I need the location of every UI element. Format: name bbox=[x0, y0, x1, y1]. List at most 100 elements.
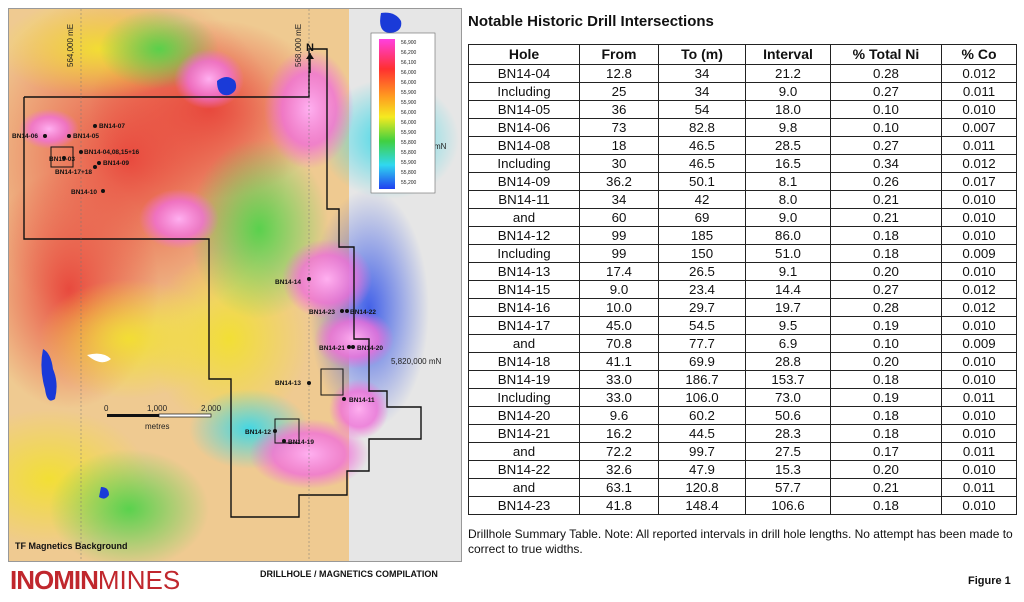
table-cell: 0.27 bbox=[830, 82, 942, 101]
table-cell: BN14-18 bbox=[468, 352, 580, 371]
legend-value: 56,900 bbox=[401, 40, 417, 46]
table-cell: BN14-05 bbox=[468, 100, 580, 119]
table-cell: 148.4 bbox=[658, 496, 746, 515]
table-cell: 28.8 bbox=[745, 352, 831, 371]
table-cell: 106.6 bbox=[745, 496, 831, 515]
table-caption: Drillhole Summary Table. Note: All repor… bbox=[468, 527, 1013, 556]
table-cell: 8.0 bbox=[745, 190, 831, 209]
table-cell: 0.017 bbox=[941, 172, 1017, 191]
table-cell: Including bbox=[468, 154, 580, 173]
table-cell: 0.010 bbox=[941, 496, 1017, 515]
table-row: BN14-08 18 46.5 28.5 0.27 0.011 bbox=[468, 136, 1017, 155]
table-cell: 26.5 bbox=[658, 262, 746, 281]
table-cell: 0.010 bbox=[941, 370, 1017, 389]
table-cell: 82.8 bbox=[658, 118, 746, 137]
table-cell: 50.6 bbox=[745, 406, 831, 425]
magnetic-anomalies bbox=[9, 9, 459, 561]
scale-unit: metres bbox=[145, 422, 169, 431]
legend-value: 55,900 bbox=[401, 90, 417, 96]
drill-hole-label: BN14-14 bbox=[275, 279, 301, 286]
drill-hole-label: BN14-07 bbox=[99, 123, 125, 130]
table-cell: 0.009 bbox=[941, 244, 1017, 263]
table-cell: 25 bbox=[579, 82, 659, 101]
table-cell: 8.1 bbox=[745, 172, 831, 191]
table-cell: 0.010 bbox=[941, 424, 1017, 443]
legend-value: 56,000 bbox=[401, 70, 417, 76]
north-arrow-icon: N bbox=[306, 42, 314, 73]
table-cell: 0.19 bbox=[830, 388, 942, 407]
table-cell: Including bbox=[468, 388, 580, 407]
property-boundary bbox=[23, 48, 422, 518]
column-header: Interval bbox=[745, 44, 831, 65]
table-cell: 0.010 bbox=[941, 352, 1017, 371]
table-row: BN14-04 12.8 34 21.2 0.28 0.012 bbox=[468, 64, 1017, 83]
table-cell: 99.7 bbox=[658, 442, 746, 461]
table-cell: BN14-12 bbox=[468, 226, 580, 245]
table-cell: and bbox=[468, 208, 580, 227]
column-header: Hole bbox=[468, 44, 580, 65]
table-row: BN14-06 73 82.8 9.8 0.10 0.007 bbox=[468, 118, 1017, 137]
magnetics-map: 564,000 mE 568,000 mE 5,820,000 mN mN N … bbox=[8, 8, 462, 562]
table-cell: 9.6 bbox=[579, 406, 659, 425]
table-cell: 0.18 bbox=[830, 496, 942, 515]
table-cell: 106.0 bbox=[658, 388, 746, 407]
table-row: BN14-16 10.0 29.7 19.7 0.28 0.012 bbox=[468, 298, 1017, 317]
drill-hole-label: BN14-05 bbox=[73, 133, 99, 140]
table-row: BN14-11 34 42 8.0 0.21 0.010 bbox=[468, 190, 1017, 209]
company-logo: INOMINMINES bbox=[10, 565, 180, 595]
table-cell: 0.010 bbox=[941, 406, 1017, 425]
logo-sub-text: MINES bbox=[97, 565, 181, 595]
scale-tick-0: 0 bbox=[104, 404, 109, 413]
drill-hole-label: BN14-20 bbox=[357, 345, 383, 352]
table-cell: 0.18 bbox=[830, 424, 942, 443]
water-bodies bbox=[41, 12, 402, 499]
table-cell: 41.1 bbox=[579, 352, 659, 371]
compilation-label: DRILLHOLE / MAGNETICS COMPILATION bbox=[260, 569, 438, 579]
legend-value: 56,000 bbox=[401, 80, 417, 86]
table-row: BN14-18 41.1 69.9 28.8 0.20 0.010 bbox=[468, 352, 1017, 371]
figure-label: Figure 1 bbox=[968, 575, 1011, 587]
table-row: BN14-09 36.2 50.1 8.1 0.26 0.017 bbox=[468, 172, 1017, 191]
drill-hole-label: BN14-19 bbox=[288, 439, 314, 446]
table-row: BN14-12 99 185 86.0 0.18 0.010 bbox=[468, 226, 1017, 245]
table-cell: 33.0 bbox=[579, 370, 659, 389]
drill-hole-label: BN14-10 bbox=[71, 189, 97, 196]
table-cell: 44.5 bbox=[658, 424, 746, 443]
table-cell: 63.1 bbox=[579, 478, 659, 497]
table-cell: 0.012 bbox=[941, 280, 1017, 299]
table-cell: BN14-06 bbox=[468, 118, 580, 137]
table-row: Including 33.0 106.0 73.0 0.19 0.011 bbox=[468, 388, 1017, 407]
table-cell: 32.6 bbox=[579, 460, 659, 479]
table-cell: 6.9 bbox=[745, 334, 831, 353]
table-cell: 47.9 bbox=[658, 460, 746, 479]
drill-hole-label: BN14-06 bbox=[12, 133, 38, 140]
table-cell: 185 bbox=[658, 226, 746, 245]
table-cell: 18.0 bbox=[745, 100, 831, 119]
drill-hole-label: BN14-23 bbox=[309, 309, 335, 316]
table-cell: 0.18 bbox=[830, 370, 942, 389]
table-cell: 0.21 bbox=[830, 208, 942, 227]
table-cell: 0.18 bbox=[830, 226, 942, 245]
drill-hole-label: BN14-17+18 bbox=[55, 169, 92, 176]
legend-value: 55,800 bbox=[401, 140, 417, 146]
table-cell: 17.4 bbox=[579, 262, 659, 281]
table-cell: 33.0 bbox=[579, 388, 659, 407]
table-cell: BN14-23 bbox=[468, 496, 580, 515]
north-label: N bbox=[306, 42, 314, 54]
table-cell: 0.009 bbox=[941, 334, 1017, 353]
table-cell: BN14-20 bbox=[468, 406, 580, 425]
drill-intersections-table: Hole From To (m) Interval % Total Ni % C… bbox=[468, 44, 1017, 515]
table-cell: 0.18 bbox=[830, 244, 942, 263]
table-cell: 69.9 bbox=[658, 352, 746, 371]
table-cell: 120.8 bbox=[658, 478, 746, 497]
table-row: BN14-17 45.0 54.5 9.5 0.19 0.010 bbox=[468, 316, 1017, 335]
table-cell: 34 bbox=[658, 82, 746, 101]
table-cell: 54.5 bbox=[658, 316, 746, 335]
drill-hole-label: BN14-22 bbox=[350, 309, 376, 316]
table-row: BN14-20 9.6 60.2 50.6 0.18 0.010 bbox=[468, 406, 1017, 425]
table-cell: 0.012 bbox=[941, 298, 1017, 317]
table-row: BN14-19 33.0 186.7 153.7 0.18 0.010 bbox=[468, 370, 1017, 389]
table-row: and 63.1 120.8 57.7 0.21 0.011 bbox=[468, 478, 1017, 497]
map-canvas: 564,000 mE 568,000 mE 5,820,000 mN mN N … bbox=[9, 9, 461, 561]
column-header: To (m) bbox=[658, 44, 746, 65]
